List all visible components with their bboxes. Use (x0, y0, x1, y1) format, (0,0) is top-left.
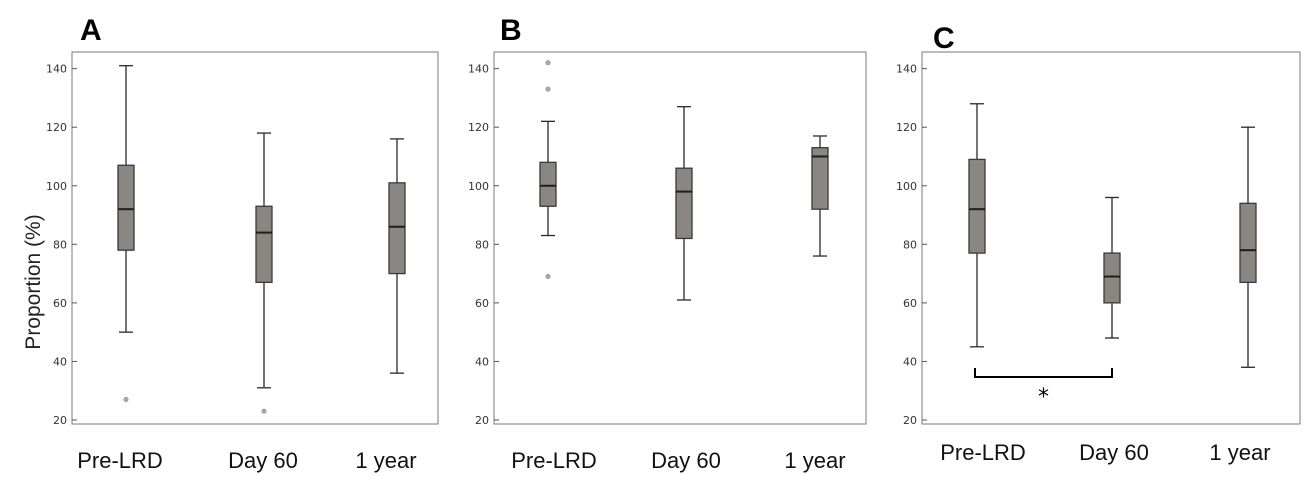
iqr-box (539, 161, 557, 207)
x-category-label: 1 year (784, 448, 845, 473)
x-category-label: 1 year (355, 448, 416, 473)
y-tick-label: 20 (903, 414, 917, 427)
iqr-box (388, 182, 406, 275)
y-tick-label: 140 (46, 63, 67, 76)
plot-frame (921, 51, 1301, 425)
significance-marker: * (1038, 385, 1049, 410)
y-tick-label: 120 (468, 121, 489, 134)
y-tick-label: 40 (903, 355, 917, 368)
plot-frame (71, 51, 439, 425)
y-tick-label: 20 (53, 414, 67, 427)
y-tick-label: 60 (475, 297, 489, 310)
significance-bracket (974, 368, 1113, 378)
x-category-label: Pre-LRD (77, 448, 163, 473)
y-tick-label: 60 (53, 297, 67, 310)
panel-label: C (933, 22, 955, 55)
box-group (811, 135, 829, 257)
y-tick-label: 80 (53, 238, 67, 251)
x-category-label: 1 year (1209, 440, 1270, 465)
panel-a: A 20 40 60 80 100 120 140 Pre-LRD Day 60 1 year (46, 14, 439, 473)
box-group (255, 132, 273, 414)
x-category-label: Pre-LRD (511, 448, 597, 473)
x-category-label: Day 60 (228, 448, 298, 473)
y-tick-label: 100 (468, 180, 489, 193)
outlier-point (261, 408, 267, 414)
panel-b: B 20 40 60 80 100 120 140 Pre-LRD Day 60 1 year (468, 14, 867, 473)
iqr-box (968, 158, 986, 254)
box-group (675, 106, 693, 301)
y-tick-label: 40 (475, 355, 489, 368)
outlier-point (123, 397, 129, 403)
iqr-box (117, 164, 135, 251)
box-group (388, 138, 406, 374)
y-tick-label: 100 (46, 180, 67, 193)
y-tick-label: 120 (896, 121, 917, 134)
panel-c: C 20 40 60 80 100 120 140 Pre-LRD Day 60 1 year * (896, 22, 1301, 465)
box-group (1103, 196, 1121, 339)
y-tick-label: 100 (896, 180, 917, 193)
iqr-box (1103, 252, 1121, 304)
box-group (968, 103, 986, 348)
y-tick-label: 140 (468, 63, 489, 76)
box-group (117, 65, 135, 403)
iqr-box (255, 205, 273, 284)
y-tick-label: 40 (53, 355, 67, 368)
panel-label: A (80, 14, 102, 47)
y-tick-label: 140 (896, 63, 917, 76)
outlier-point (545, 60, 551, 66)
y-tick-label: 60 (903, 297, 917, 310)
x-category-label: Day 60 (651, 448, 721, 473)
outlier-point (545, 86, 551, 92)
iqr-box (1239, 202, 1257, 284)
y-tick-label: 120 (46, 121, 67, 134)
y-tick-label: 20 (475, 414, 489, 427)
iqr-box (811, 147, 829, 210)
y-tick-label: 80 (903, 238, 917, 251)
y-axis-label: Proportion (%) (22, 214, 45, 349)
outlier-point (545, 274, 551, 280)
x-category-label: Pre-LRD (940, 440, 1026, 465)
panel-label: B (500, 14, 522, 47)
y-tick-label: 80 (475, 238, 489, 251)
box-group (539, 60, 557, 280)
plot-frame (493, 51, 867, 425)
iqr-box (675, 167, 693, 240)
x-category-label: Day 60 (1079, 440, 1149, 465)
box-group (1239, 126, 1257, 368)
